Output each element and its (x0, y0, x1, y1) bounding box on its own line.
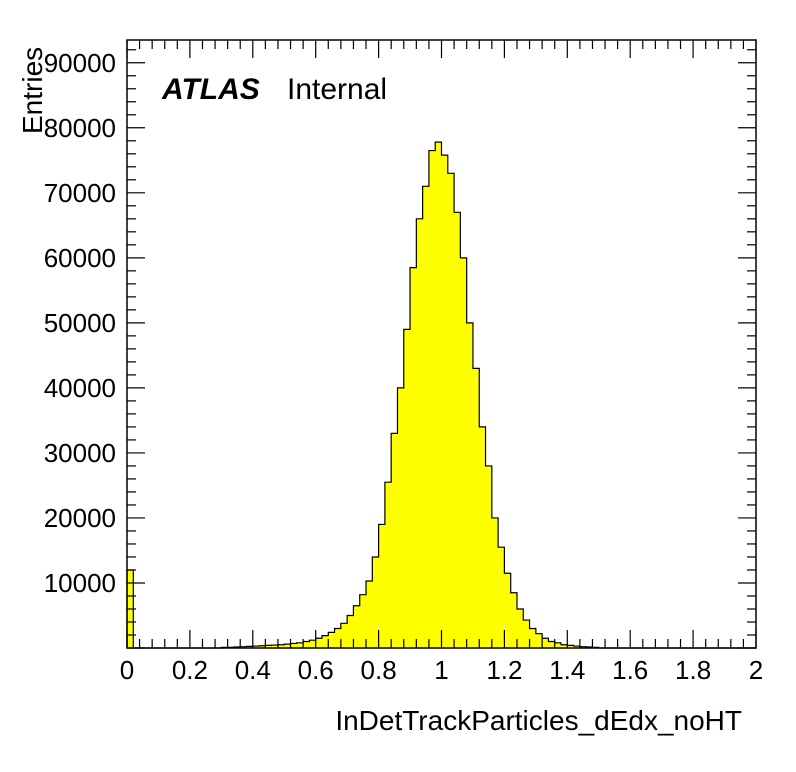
atlas-label: ATLAS (161, 73, 260, 106)
histogram-bar (428, 150, 436, 648)
histogram-bar (265, 645, 272, 648)
histogram-bar (328, 632, 335, 648)
histogram-bar (366, 581, 373, 648)
histogram-bar (548, 641, 556, 648)
x-tick-label: 0 (120, 655, 134, 685)
histogram-bar (516, 608, 524, 648)
histogram-bar (460, 257, 467, 648)
histogram-bar (479, 426, 486, 648)
histogram-bar (321, 635, 329, 648)
histogram-bar (491, 517, 499, 648)
histogram-bar (510, 592, 518, 648)
histogram-bar (277, 644, 285, 648)
histogram-bar (359, 594, 367, 648)
y-axis-title: Entries (17, 47, 48, 134)
y-tick-label: 60000 (44, 243, 116, 273)
histogram-bar (340, 623, 348, 648)
histogram-bar (447, 173, 455, 648)
histogram-bar (485, 465, 493, 648)
x-axis-title: InDetTrackParticles_dEdx_noHT (335, 705, 742, 736)
histogram-bar (416, 218, 423, 648)
histogram-bar (259, 645, 266, 648)
histogram-bar (542, 638, 549, 648)
histogram-bar (523, 620, 530, 648)
histogram-bar (391, 433, 398, 648)
y-tick-label: 10000 (44, 568, 116, 598)
histogram-bar (441, 155, 449, 648)
axis-ticks (126, 40, 757, 649)
histogram-bar (554, 642, 562, 648)
histogram-bar (466, 322, 474, 648)
histogram-bar (410, 267, 417, 648)
histogram-bar (372, 556, 379, 648)
histogram-bar (315, 638, 323, 648)
x-tick-label: 1.2 (486, 655, 522, 685)
histogram-bar (561, 644, 568, 648)
histogram-bar (284, 644, 291, 648)
y-tick-label: 20000 (44, 503, 116, 533)
histogram-bar (303, 641, 310, 648)
histogram-bar (529, 628, 537, 648)
histogram-bar (353, 605, 361, 648)
histogram-bar (397, 387, 405, 648)
y-tick-labels: 10000 20000 30000 40000 50000 60000 70000 80000… (44, 48, 116, 598)
y-tick-label: 30000 (44, 438, 116, 468)
histogram-bar (573, 646, 581, 648)
x-tick-label: 0.2 (172, 655, 208, 685)
y-tick-label: 70000 (44, 178, 116, 208)
x-tick-label: 0.8 (361, 655, 397, 685)
histogram-bar (384, 482, 392, 648)
histogram-bars (127, 142, 600, 648)
x-tick-label: 1.4 (549, 655, 585, 685)
histogram-bar (378, 524, 386, 648)
histogram-bar (296, 642, 304, 648)
x-tick-labels: 0 0.2 0.4 0.6 0.8 1 1.2 1.4 1.6 1.8 2 (120, 655, 763, 685)
x-tick-label: 2 (749, 655, 763, 685)
internal-label: Internal (287, 73, 387, 106)
histogram-bar (498, 547, 505, 648)
histogram-bar (504, 573, 511, 648)
x-tick-label: 1 (434, 655, 448, 685)
y-tick-label: 80000 (44, 113, 116, 143)
x-tick-label: 1.8 (675, 655, 711, 685)
y-tick-label: 90000 (44, 48, 116, 78)
y-tick-label: 40000 (44, 373, 116, 403)
histogram-bar (252, 646, 260, 648)
histogram-bar (567, 645, 574, 648)
histogram-bar (347, 615, 354, 648)
histogram-bar (271, 645, 279, 648)
histogram-bar (246, 646, 254, 648)
x-tick-label: 0.4 (235, 655, 271, 685)
histogram-bar (472, 368, 480, 648)
histogram-bar (535, 633, 543, 648)
histogram-bar (454, 212, 461, 648)
histogram-bar (403, 329, 411, 648)
x-tick-label: 1.6 (612, 655, 648, 685)
y-tick-label: 50000 (44, 308, 116, 338)
histogram-bar (334, 628, 342, 648)
histogram-bar (290, 643, 298, 648)
histogram-bar (435, 142, 442, 648)
histogram-bar (309, 640, 316, 648)
x-tick-label: 0.6 (298, 655, 334, 685)
histogram-bar (422, 186, 430, 648)
